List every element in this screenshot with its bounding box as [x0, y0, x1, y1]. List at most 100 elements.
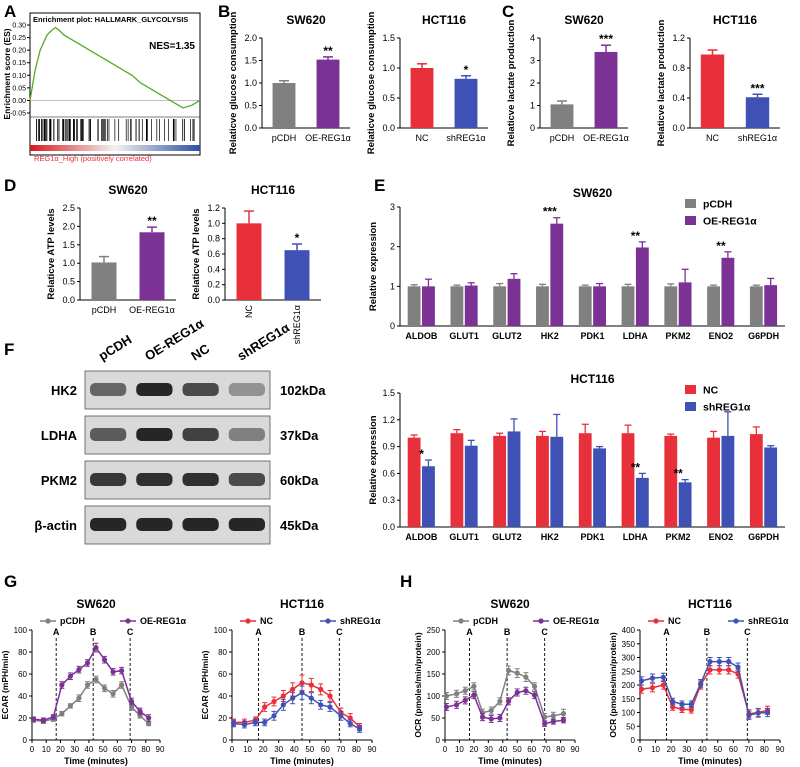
y-axis-label: OCR (pmoles/min/protein) — [413, 632, 423, 737]
kda-label: 45kDa — [280, 518, 319, 533]
y-tick-label: 1 — [390, 281, 395, 291]
y-tick-label: 0.25 — [12, 35, 26, 42]
injection-label: B — [504, 627, 511, 637]
x-tick-label: pCDH — [92, 305, 117, 315]
y-tick-label: 20 — [18, 714, 27, 723]
y-tick-label: 1.0 — [62, 258, 75, 268]
y-tick-label: 0.0 — [382, 522, 395, 532]
data-point — [101, 657, 108, 663]
plot-frame — [29, 12, 201, 156]
protein-label: PKM2 — [41, 473, 77, 488]
bar — [507, 431, 521, 527]
y-axis-label: Relaticve lactate production — [506, 19, 517, 146]
bar — [464, 285, 478, 326]
protein-label: β-actin — [34, 518, 77, 533]
bar — [454, 78, 478, 128]
legend-marker — [733, 618, 739, 624]
legend-label: pCDH — [60, 616, 85, 626]
y-tick-label: 0.2 — [207, 280, 220, 290]
lane-label: pCDH — [96, 332, 135, 364]
chart-title: HCT116 — [251, 183, 295, 197]
panel-label-c: C — [502, 2, 515, 21]
x-tick-label: 30 — [682, 745, 691, 754]
bar — [410, 68, 434, 128]
x-tick-label: 10 — [455, 745, 464, 754]
bar — [407, 437, 421, 527]
y-tick-label: -0.05 — [10, 111, 26, 118]
y-tick-label: 150 — [622, 695, 636, 704]
y-tick-label: 300 — [622, 654, 636, 663]
y-tick-label: 0.0 — [62, 295, 75, 305]
x-tick-label: ENO2 — [709, 331, 734, 341]
bar — [707, 437, 720, 527]
x-tick-label: 80 — [141, 745, 150, 754]
legend-swatch — [685, 385, 696, 394]
data-point — [688, 701, 694, 707]
x-tick-label: OE-REG1α — [305, 133, 351, 143]
y-tick-label: 0.0 — [672, 123, 685, 133]
panel-label-b: B — [218, 2, 231, 21]
panel-label-f: F — [4, 340, 15, 359]
bar — [450, 433, 464, 527]
y-axis-label: Relative expression — [368, 415, 379, 504]
x-tick-label: OE-REG1α — [129, 305, 175, 315]
protein-band — [136, 473, 173, 486]
x-tick-label: 30 — [70, 745, 79, 754]
x-tick-label: NC — [244, 305, 254, 318]
x-tick-label: ALDOB — [405, 331, 437, 341]
x-tick-label: ENO2 — [709, 532, 734, 542]
y-tick-label: 0.4 — [672, 93, 685, 103]
y-tick-label: 1.2 — [382, 415, 395, 425]
data-point — [688, 707, 694, 713]
data-point — [471, 692, 477, 698]
bar — [664, 435, 678, 527]
legend-label: NC — [668, 616, 681, 626]
x-tick-label: 90 — [368, 745, 377, 754]
data-point — [638, 686, 645, 692]
x-tick-label: 50 — [513, 745, 522, 754]
y-axis-label: Relaticve glucose consumption — [366, 12, 377, 155]
significance-stars: ** — [631, 460, 641, 474]
y-tick-label: 200 — [427, 648, 441, 657]
legend-label: NC — [260, 616, 273, 626]
bar — [550, 104, 574, 128]
chart-title: HCT116 — [570, 372, 614, 386]
x-tick-label: 90 — [571, 745, 580, 754]
data-point — [119, 668, 125, 674]
bar — [450, 286, 464, 326]
panel-label-e: E — [374, 176, 386, 195]
data-point — [679, 701, 685, 707]
bar — [664, 286, 678, 326]
panel-label-a: A — [4, 2, 17, 21]
data-point — [479, 714, 486, 720]
chart-C2: HCT116 0.0 0.4 0.8 1.2 Relaticve lactate prod… — [656, 13, 780, 146]
legend-marker — [458, 618, 464, 624]
x-tick-label: 90 — [776, 745, 785, 754]
x-tick-label: 20 — [259, 745, 268, 754]
bar — [745, 97, 770, 128]
chart-title: HCT116 — [688, 597, 732, 611]
data-point — [76, 667, 82, 673]
x-tick-label: 40 — [84, 745, 93, 754]
kda-label: 102kDa — [280, 383, 326, 398]
data-point — [318, 702, 324, 708]
x-tick-label: HK2 — [541, 532, 559, 542]
data-point — [318, 686, 324, 693]
data-point — [347, 715, 353, 721]
injection-label: B — [704, 627, 711, 637]
legend-marker — [245, 618, 251, 624]
bar — [464, 445, 478, 527]
x-tick-label: 90 — [156, 745, 165, 754]
protein-band — [136, 383, 173, 396]
chart-title: Enrichment plot: HALLMARK_GLYCOLYSIS — [33, 15, 188, 24]
y-tick-label: 60 — [18, 670, 27, 679]
protein-label: HK2 — [51, 383, 77, 398]
significance-stars: ** — [716, 239, 726, 253]
panel-label-g: G — [4, 572, 18, 591]
injection-label: A — [466, 627, 473, 637]
injection-label: C — [336, 627, 343, 637]
data-point — [50, 714, 56, 720]
data-point — [299, 680, 305, 686]
data-point — [453, 702, 460, 708]
x-axis-label: Time (minutes) — [478, 756, 542, 766]
